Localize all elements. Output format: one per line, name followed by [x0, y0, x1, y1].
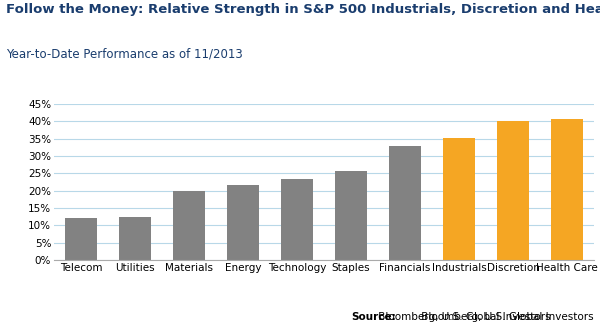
Text: Year-to-Date Performance as of 11/2013: Year-to-Date Performance as of 11/2013	[6, 47, 243, 60]
Bar	[389, 146, 421, 260]
Text: Follow the Money: Relative Strength in S&P 500 Industrials, Discretion and Healt: Follow the Money: Relative Strength in S…	[6, 3, 600, 16]
Bar	[551, 119, 583, 260]
Bar	[173, 191, 205, 260]
Text: Source:: Source:	[351, 312, 396, 322]
Text: Source: Bloomberg, U.S. Global Investors: Source: Bloomberg, U.S. Global Investors	[379, 312, 594, 322]
Bar	[119, 217, 151, 260]
Bar	[335, 171, 367, 260]
Bar	[227, 186, 259, 260]
Bar	[443, 138, 475, 260]
Text: Bloomberg, U.S. Global Investors: Bloomberg, U.S. Global Investors	[375, 312, 551, 322]
Text: Bloomberg, U.S. Global Investors: Bloomberg, U.S. Global Investors	[418, 312, 594, 322]
Bar	[497, 121, 529, 260]
Bar	[281, 178, 313, 260]
Bar	[65, 218, 97, 260]
